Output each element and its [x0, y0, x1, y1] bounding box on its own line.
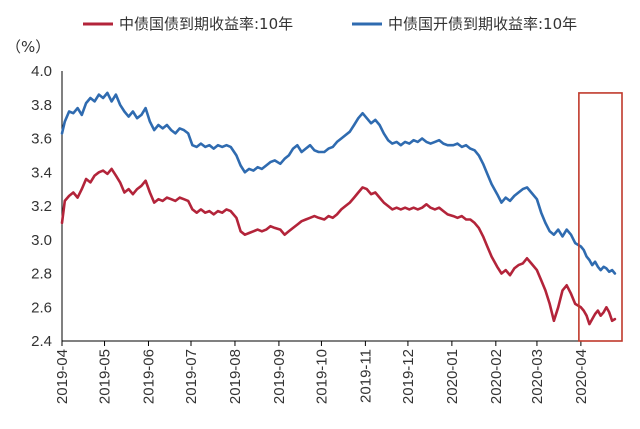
- x-axis-ticks: 2019-04 2019-05 2019-06 2019-07 2019-08 2019-…: [54, 341, 590, 404]
- x-tick-label: 2019-12: [400, 349, 417, 404]
- legend-label-series-2: 中债国开债到期收益率:10年: [388, 15, 577, 33]
- y-tick-label: 2.4: [31, 333, 52, 350]
- legend-label-series-1: 中债国债到期收益率:10年: [119, 15, 293, 33]
- y-tick-label: 3.8: [31, 97, 52, 114]
- x-tick-label: 2019-11: [357, 349, 374, 403]
- y-tick-label: 3.0: [31, 232, 52, 249]
- series-lines: [60, 91, 617, 326]
- x-tick-label: 2019-07: [183, 349, 200, 404]
- y-tick-label: 4.0: [31, 63, 52, 80]
- series-line-2: [60, 91, 617, 275]
- x-tick-label: 2019-08: [227, 349, 244, 404]
- y-tick-label: 2.8: [31, 266, 52, 283]
- x-tick-label: 2019-09: [271, 349, 288, 404]
- x-tick-label: 2019-04: [54, 349, 71, 404]
- x-tick-label: 2020-01: [444, 349, 461, 404]
- x-tick-label: 2020-02: [488, 349, 505, 404]
- y-axis-ticks: 4.0 3.8 3.6 3.4 3.2 3.0 2.8 2.6 2.4: [31, 63, 52, 350]
- highlight-box: [578, 92, 623, 342]
- x-tick-label: 2019-05: [97, 349, 114, 404]
- y-tick-label: 3.4: [31, 164, 52, 181]
- y-tick-label: 2.6: [31, 299, 52, 316]
- x-tick-label: 2020-03: [529, 349, 546, 404]
- axes: [61, 71, 622, 342]
- legend: 中债国债到期收益率:10年 中债国开债到期收益率:10年: [83, 15, 577, 33]
- y-tick-label: 3.2: [31, 198, 52, 215]
- x-tick-label: 2019-06: [140, 349, 157, 404]
- highlight-layer: [578, 92, 623, 342]
- x-tick-label: 2020-04: [573, 349, 590, 404]
- y-axis-unit-label: （%）: [6, 38, 50, 56]
- x-tick-label: 2019-10: [313, 349, 330, 404]
- y-tick-label: 3.6: [31, 131, 52, 148]
- series-line-1: [60, 167, 617, 326]
